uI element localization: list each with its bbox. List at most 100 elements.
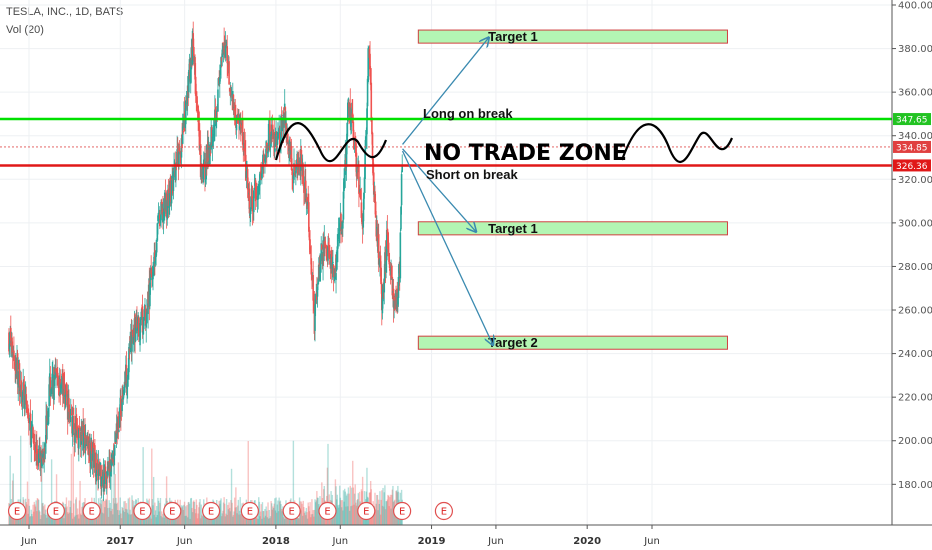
candle-body: [128, 348, 131, 351]
volume-bar: [122, 510, 125, 525]
volume-bar: [134, 510, 136, 525]
volume-bar: [101, 499, 103, 525]
volume-bar: [115, 503, 118, 525]
volume-bar: [20, 435, 22, 525]
volume-bar: [142, 447, 144, 525]
candle-body: [385, 261, 387, 273]
candle-body: [257, 186, 259, 200]
volume-bar: [81, 506, 83, 525]
volume-bar: [41, 503, 44, 525]
volume-bar: [120, 513, 122, 525]
candle-body: [30, 427, 33, 448]
volume-bar: [34, 504, 36, 525]
volume-bar: [65, 507, 67, 525]
volume-bar: [342, 510, 344, 525]
candle-body: [327, 241, 330, 248]
volume-bar: [98, 508, 100, 525]
volume-bar: [233, 497, 236, 525]
candle-body: [169, 177, 172, 194]
candle-body: [113, 454, 115, 460]
volume-bar: [279, 501, 281, 525]
volume-bar: [184, 515, 186, 525]
candle-body: [314, 298, 317, 304]
candle-body: [146, 308, 148, 323]
volume-bar: [42, 502, 44, 525]
candle-body: [78, 429, 80, 449]
candle-body: [264, 155, 267, 163]
earnings-marker: [133, 501, 152, 521]
volume-bar: [26, 504, 28, 525]
candle-body: [133, 336, 135, 345]
x-tick-label: 2018: [262, 536, 290, 547]
candle-body: [281, 117, 284, 132]
candle-body: [327, 245, 329, 261]
volume-bar: [237, 499, 240, 525]
volume-bar: [278, 497, 280, 525]
candle-body: [149, 282, 151, 307]
volume-bar: [119, 497, 121, 525]
volume-bar: [256, 518, 258, 525]
candle-body: [220, 57, 222, 66]
volume-bar: [104, 507, 106, 525]
candle-body: [369, 73, 372, 85]
candle-body: [253, 190, 255, 213]
candle-body: [226, 46, 229, 64]
candle-body: [352, 121, 355, 140]
volume-bar: [282, 506, 284, 525]
candle-body: [86, 444, 88, 446]
volume-bar: [335, 499, 338, 525]
target-box-1: [417, 29, 728, 44]
candle-body: [188, 69, 190, 93]
candle-body: [287, 141, 290, 150]
candle-body: [381, 297, 384, 314]
candle-body: [96, 459, 99, 470]
volume-bar: [387, 494, 389, 525]
volume-bar: [257, 518, 259, 525]
volume-bar: [259, 516, 261, 525]
wave-right: [620, 123, 734, 163]
volume-bar: [177, 511, 180, 525]
volume-bar: [336, 494, 338, 525]
candle-body: [89, 442, 91, 464]
candle-body: [8, 343, 11, 350]
volume-bar: [375, 503, 377, 525]
volume-bar: [188, 503, 191, 525]
volume-bar: [79, 480, 81, 525]
candle-body: [336, 246, 339, 255]
volume-bar: [216, 514, 219, 525]
volume-bar: [223, 497, 225, 525]
volume-bar: [44, 509, 47, 525]
candle-body: [366, 108, 368, 135]
volume-bar: [107, 507, 109, 525]
volume-bar: [240, 513, 243, 525]
volume-bar: [138, 518, 141, 525]
volume-bar: [261, 502, 264, 525]
volume-bar: [72, 446, 74, 525]
candle-body: [287, 133, 289, 142]
target-boxes: Target 1 Target 1 Target 2: [417, 29, 728, 350]
candle-body: [94, 445, 96, 454]
volume-bar: [120, 518, 123, 525]
candle-body: [142, 317, 145, 330]
volume-bar: [268, 510, 270, 525]
candle-body: [8, 332, 10, 352]
candle-body: [230, 94, 233, 96]
candle-body: [380, 267, 382, 282]
volume-bar: [68, 500, 70, 525]
volume-bar: [88, 515, 90, 525]
candle-body: [390, 266, 393, 278]
candle-body: [291, 172, 293, 176]
volume-bar: [31, 516, 34, 525]
candle-body: [364, 136, 367, 149]
candle-body: [392, 288, 395, 308]
earnings-marker-label: E: [363, 507, 369, 518]
volume-bar: [108, 500, 110, 525]
candle-body: [342, 191, 345, 220]
candle-body: [40, 453, 43, 467]
volume-bar: [30, 509, 32, 525]
candle-body: [277, 129, 280, 132]
candle-body: [346, 102, 349, 122]
candle-body: [385, 229, 388, 261]
volume-bar: [344, 488, 346, 525]
